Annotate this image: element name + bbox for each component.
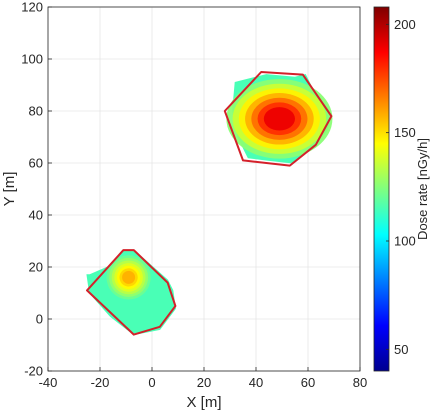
- y-tick-label: 0: [36, 312, 43, 327]
- y-tick-label: 40: [29, 208, 43, 223]
- x-tick-label: 80: [353, 375, 367, 390]
- y-tick-label: 60: [29, 156, 43, 171]
- x-tick-label: -40: [39, 375, 58, 390]
- dose-region-2: [226, 74, 333, 164]
- y-tick-label: 80: [29, 104, 43, 119]
- y-axis-label: Y [m]: [1, 172, 18, 207]
- x-tick-label: 40: [249, 375, 263, 390]
- colorbar-label: Dose rate [nGy/h]: [415, 138, 430, 240]
- colorbar-tick-label: 200: [394, 17, 416, 32]
- x-tick-label: 20: [197, 375, 211, 390]
- x-tick-label: -20: [91, 375, 110, 390]
- region-boundary-1: [86, 249, 177, 336]
- x-tick-label: 60: [301, 375, 315, 390]
- y-tick-label: 100: [21, 52, 43, 67]
- dose-fields: [86, 74, 333, 336]
- region-boundary-2: [223, 71, 333, 167]
- colorbar-ticks: 50 100 150 200: [386, 17, 416, 357]
- x-axis-ticks: -40 -20 0 20 40 60 80: [39, 367, 367, 390]
- colorbar-tick-label: 50: [394, 342, 408, 357]
- y-tick-label: -20: [24, 364, 43, 379]
- colorbar-tick-label: 100: [394, 234, 416, 249]
- dose-contour: [122, 270, 136, 284]
- colorbar-tick-label: 150: [394, 125, 416, 140]
- region-boundaries: [86, 71, 333, 336]
- dose-contour: [263, 107, 295, 131]
- grid: [47, 6, 361, 372]
- y-tick-label: 20: [29, 260, 43, 275]
- x-tick-label: 0: [148, 375, 155, 390]
- x-axis-label: X [m]: [186, 394, 221, 411]
- y-axis-ticks: -20 0 20 40 60 80 100 120: [21, 0, 52, 379]
- y-tick-label: 120: [21, 0, 43, 15]
- colorbar: [373, 6, 390, 372]
